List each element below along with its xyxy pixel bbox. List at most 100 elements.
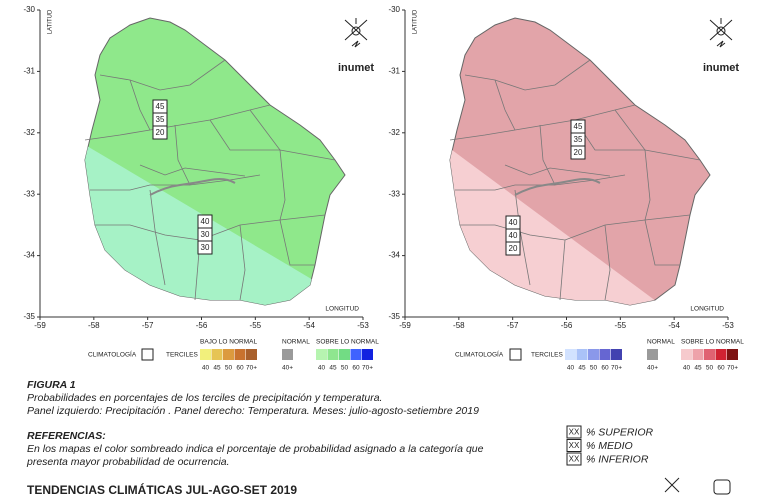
river — [514, 178, 601, 196]
references-title: REFERENCIAS: — [27, 430, 106, 442]
legend-swatch — [362, 349, 373, 360]
legend-swatch — [681, 349, 692, 360]
probability-value: 45 — [574, 122, 583, 131]
department-border — [149, 189, 166, 286]
key-box — [566, 452, 582, 466]
department-border — [209, 119, 336, 161]
footer-emblem — [713, 479, 731, 495]
department-border — [90, 184, 190, 191]
legend-group-title: NORMAL — [282, 339, 310, 346]
y-axis-label: LATITUD — [48, 9, 54, 34]
legend-swatch-label: 40 — [318, 365, 326, 372]
legend-swatch-label: 50 — [590, 365, 598, 372]
legend-swatch — [350, 349, 362, 360]
key-box — [566, 425, 582, 439]
y-tick-label: -33 — [388, 189, 400, 198]
probability-value: 35 — [156, 115, 165, 124]
probability-box — [570, 145, 586, 160]
x-tick-label: -55 — [615, 321, 627, 330]
legend-swatch — [692, 349, 704, 360]
key-box — [566, 439, 582, 452]
department-border — [464, 59, 591, 91]
legend-swatch — [576, 349, 588, 360]
key-box-text: XX — [569, 441, 580, 450]
logo-icon — [344, 18, 368, 48]
probability-value: 40 — [509, 218, 518, 227]
legend-group-title: SOBRE LO NORMAL — [681, 339, 744, 346]
probability-value: 20 — [156, 128, 165, 137]
y-tick-label: -35 — [23, 312, 35, 321]
department-border — [139, 164, 246, 177]
logo-sun — [351, 26, 361, 36]
key-box-text: XX — [569, 455, 580, 464]
x-tick-label: -54 — [668, 321, 680, 330]
legend-swatch — [200, 349, 211, 360]
legend-swatch-label: 60 — [717, 365, 725, 372]
department-border — [95, 224, 201, 241]
department-border — [644, 219, 680, 266]
x-tick-label: -59 — [34, 321, 46, 330]
legend-swatch-label: 50 — [225, 365, 233, 372]
probability-value: 40 — [201, 217, 210, 226]
legend-swatch-label: 45 — [694, 365, 702, 372]
legend-swatch-label: 50 — [706, 365, 714, 372]
legend-swatch-label: 45 — [329, 365, 337, 372]
legend-swatch-label: 60 — [352, 365, 360, 372]
legend-swatch-label: 60 — [236, 365, 244, 372]
department-border — [239, 224, 246, 301]
legend-group-title: BAJO LO NORMAL — [200, 339, 257, 346]
legend-swatch — [588, 349, 599, 360]
legend-swatch-label: 45 — [213, 365, 221, 372]
y-tick-label: -35 — [388, 312, 400, 321]
y-tick-label: -34 — [23, 251, 35, 260]
legend-swatch — [727, 349, 738, 360]
key-label: % MEDIO — [586, 440, 633, 452]
logo-text: inumet — [703, 62, 739, 74]
department-border — [455, 184, 555, 191]
legend-swatch-label: 60 — [601, 365, 609, 372]
legend-swatch — [599, 349, 611, 360]
map-panel: -30 -31 -32 -33 -34 -35-59 -58 -57 -56 -55 -54 -53 L… — [388, 5, 739, 330]
terciles-label: TERCILES — [531, 352, 563, 359]
figure-title: FIGURA 1 — [27, 379, 76, 391]
probability-box — [152, 125, 168, 140]
legend-swatch — [339, 349, 350, 360]
department-border — [614, 109, 651, 221]
x-tick-label: -56 — [196, 321, 208, 330]
department-border — [504, 164, 611, 177]
probability-value: 35 — [574, 135, 583, 144]
probability-value: 20 — [574, 148, 583, 157]
department-border — [249, 109, 286, 221]
references-line: En los mapas el color sombreado indica e… — [27, 443, 484, 455]
legend-swatch-label: 70+ — [611, 365, 622, 372]
x-tick-label: -57 — [142, 321, 154, 330]
legend-swatch-label: 50 — [341, 365, 349, 372]
department-border — [279, 219, 315, 266]
probability-value: 40 — [509, 231, 518, 240]
legend-swatch — [327, 349, 339, 360]
y-tick-label: -30 — [388, 5, 400, 14]
probability-value: 30 — [201, 243, 210, 252]
x-axis-label: LONGITUD — [325, 306, 359, 313]
logo-text: inumet — [338, 62, 374, 74]
legend-swatch-label: 70+ — [246, 365, 257, 372]
legend-swatch-label: 40+ — [647, 365, 658, 372]
y-tick-label: -30 — [23, 5, 35, 14]
x-tick-label: -54 — [303, 321, 315, 330]
legend-swatch-label: 70+ — [362, 365, 373, 372]
y-tick-label: -32 — [388, 128, 400, 137]
department-border — [99, 59, 226, 91]
legend-group-title: SOBRE LO NORMAL — [316, 339, 379, 346]
department-border — [129, 79, 151, 131]
department-border — [559, 239, 566, 301]
key-label: % INFERIOR — [586, 453, 649, 465]
legend-swatch — [565, 349, 576, 360]
logo-icon — [709, 18, 733, 48]
climatology-label: CLIMATOLOGÍA — [88, 350, 137, 359]
probability-value: 45 — [156, 102, 165, 111]
legend-swatch-label: 70+ — [727, 365, 738, 372]
legend-swatch — [234, 349, 246, 360]
department-border — [564, 214, 691, 241]
legend-group-title: NORMAL — [647, 339, 675, 346]
y-tick-label: -33 — [23, 189, 35, 198]
